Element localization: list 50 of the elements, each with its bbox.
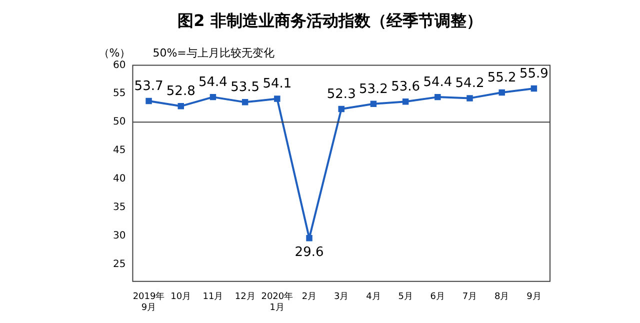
data-label: 53.6 <box>391 79 420 94</box>
y-tick-label: 35 <box>112 202 126 214</box>
x-tick-label: 9月 <box>526 292 542 302</box>
point <box>434 94 441 100</box>
point <box>210 94 216 100</box>
y-tick-label: 55 <box>112 88 126 100</box>
data-label: 55.9 <box>519 66 548 82</box>
x-tick-label: 3月 <box>334 292 349 302</box>
point <box>306 235 312 242</box>
x-tick-label: 10月 <box>170 292 192 302</box>
point <box>178 103 184 110</box>
x-tick-label: 8月 <box>494 292 510 302</box>
point <box>242 99 248 106</box>
point <box>338 106 344 112</box>
point <box>466 95 473 102</box>
y-tick-label: 50 <box>112 116 126 128</box>
y-tick-label: 25 <box>112 258 126 270</box>
y-tick-label: 30 <box>112 230 126 242</box>
text: 50%=与上月比较无变化 <box>152 46 274 60</box>
x-tick-label: 6月 <box>430 292 446 302</box>
y-tick-label: 45 <box>112 145 126 156</box>
data-label: 54.1 <box>262 76 292 92</box>
x-tick-label: 2月 <box>302 292 317 302</box>
point <box>530 85 538 92</box>
point <box>498 89 505 96</box>
data-label: 55.2 <box>487 70 516 86</box>
point <box>402 98 409 105</box>
data-label: 54.2 <box>455 76 484 92</box>
x-tick-label: 7月 <box>462 292 478 302</box>
x-tick-label: 12月 <box>234 292 256 302</box>
point <box>370 100 377 108</box>
x-tick-label: 5月 <box>398 292 413 302</box>
data-label: 52.3 <box>326 86 356 102</box>
data-label: 53.7 <box>134 78 164 94</box>
point <box>274 96 280 102</box>
x-tick-label: 11月 <box>202 292 224 302</box>
data-label: 53.5 <box>230 80 260 96</box>
data-label: 52.8 <box>166 84 196 100</box>
x-tick-label: 4月 <box>366 292 381 302</box>
y-tick-label: 60 <box>112 60 126 71</box>
data-label: 29.6 <box>294 245 324 260</box>
x-tick-label: 2019年 9月 <box>132 291 165 313</box>
data-label: 54.4 <box>198 74 228 90</box>
chart-title: 图2 非制造业商务活动指数（经季节调整） <box>178 10 482 30</box>
data-label: 53.2 <box>358 82 388 97</box>
y-axis-title: （%） <box>98 46 131 60</box>
point <box>146 98 152 104</box>
data-label: 54.4 <box>423 74 452 90</box>
x-tick-label: 2020年 1月 <box>261 291 294 313</box>
y-tick-label: 40 <box>112 174 126 185</box>
